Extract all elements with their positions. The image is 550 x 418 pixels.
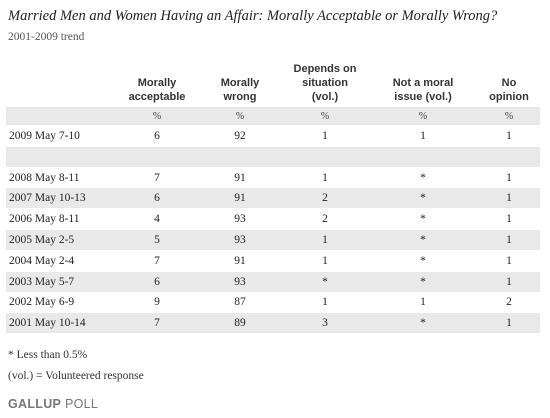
row-label: 2009 May 7-10 [9, 130, 80, 142]
column-header: Morally [220, 77, 260, 89]
cell-value: 7 [154, 254, 160, 267]
cell-value: 91 [234, 254, 246, 267]
cell-value: 1 [322, 130, 328, 142]
cell-value: 1 [506, 234, 512, 246]
footnote: * Less than 0.5% [8, 349, 88, 361]
table-row: 2004 May 2-4 7 91 1 * 1 [6, 251, 540, 272]
column-header: (vol.) [311, 91, 339, 103]
cell-value: 6 [154, 192, 160, 205]
cell-value: * [420, 171, 426, 184]
cell-value: 1 [506, 317, 512, 330]
cell-value: 1 [506, 192, 512, 205]
cell-value: 91 [234, 192, 246, 205]
table-row: 2008 May 8-11 7 91 1 * 1 [6, 168, 540, 189]
cell-value: 1 [506, 254, 512, 267]
table-row: 2002 May 6-9 9 87 1 1 2 [6, 292, 540, 314]
column-header: Not a moral [392, 77, 454, 89]
logo-brand: GALLUP [8, 397, 62, 411]
table-row: 2001 May 10-14 7 89 3 * 1 [6, 313, 540, 335]
cell-value: 93 [234, 234, 246, 246]
unit-label: % [235, 110, 245, 122]
title: Married Men and Women Having an Affair: … [8, 8, 498, 24]
unit-label: % [152, 110, 162, 122]
row-label: 2002 May 6-9 [9, 296, 75, 309]
column-header: opinion [489, 91, 529, 103]
cell-value: 5 [154, 234, 160, 246]
column-header: Depends on [293, 63, 357, 75]
cell-value: 1 [322, 171, 328, 184]
unit-label: % [504, 110, 514, 122]
cell-value: * [420, 254, 426, 267]
row-label: 2008 May 8-11 [9, 171, 80, 184]
row-label: 2004 May 2-4 [9, 254, 75, 267]
cell-value: * [322, 275, 328, 288]
table-row: 2005 May 2-5 5 93 1 * 1 [6, 230, 540, 251]
table-row: 2006 May 8-11 4 93 2 * 1 [6, 209, 540, 231]
cell-value: 92 [234, 130, 246, 142]
unit-label: % [418, 110, 428, 122]
cell-value: 1 [322, 234, 328, 246]
cell-value: 2 [506, 296, 512, 309]
cell-value: 3 [322, 317, 328, 330]
cell-value: * [420, 275, 426, 288]
cell-value: 1 [506, 130, 512, 142]
cell-value: 1 [322, 254, 328, 267]
cell-value: * [420, 192, 426, 205]
cell-value: 7 [154, 171, 160, 184]
column-header: situation [302, 77, 348, 89]
column-header: wrong [223, 91, 257, 103]
cell-value: 2 [322, 192, 328, 205]
row-label: 2001 May 10-14 [9, 317, 86, 330]
table-row: 2009 May 7-10 6 92 1 1 1 [6, 126, 540, 147]
table-row: 2003 May 5-7 6 93 * * 1 [6, 271, 540, 293]
cell-value: 1 [506, 213, 512, 226]
cell-value: * [420, 234, 426, 246]
cell-value: 4 [154, 213, 160, 226]
cell-value: 93 [234, 213, 246, 226]
cell-value: 1 [506, 171, 512, 184]
cell-value: * [420, 213, 426, 226]
spacer-row [6, 146, 540, 168]
logo: GALLUP POLL [8, 397, 98, 411]
row-label: 2003 May 5-7 [9, 275, 75, 288]
cell-value: 1 [506, 275, 512, 288]
row-label: 2006 May 8-11 [9, 213, 80, 226]
column-header: No [501, 77, 517, 89]
logo-product: POLL [64, 397, 99, 411]
cell-value: 89 [234, 317, 246, 330]
column-header: issue (vol.) [394, 91, 452, 103]
units-row: %%%%% [6, 107, 540, 126]
cell-value: 9 [154, 296, 160, 309]
cell-value: 1 [420, 296, 426, 309]
cell-value: * [420, 317, 426, 330]
cell-value: 6 [154, 275, 160, 288]
cell-value: 7 [154, 317, 160, 330]
subtitle: 2001-2009 trend [8, 31, 85, 43]
cell-value: 87 [234, 296, 246, 309]
cell-value: 1 [322, 296, 328, 309]
cell-value: 2 [322, 213, 328, 226]
row-label: 2005 May 2-5 [9, 234, 75, 246]
column-header: acceptable [128, 91, 186, 103]
table-row: 2007 May 10-13 6 91 2 * 1 [6, 188, 540, 210]
row-label: 2007 May 10-13 [9, 192, 86, 205]
cell-value: 6 [154, 130, 160, 142]
cell-value: 1 [420, 130, 426, 142]
footnote: (vol.) = Volunteered response [8, 370, 144, 382]
cell-value: 91 [234, 171, 246, 184]
unit-label: % [320, 110, 330, 122]
cell-value: 93 [234, 275, 246, 288]
column-header: Morally [137, 77, 177, 89]
